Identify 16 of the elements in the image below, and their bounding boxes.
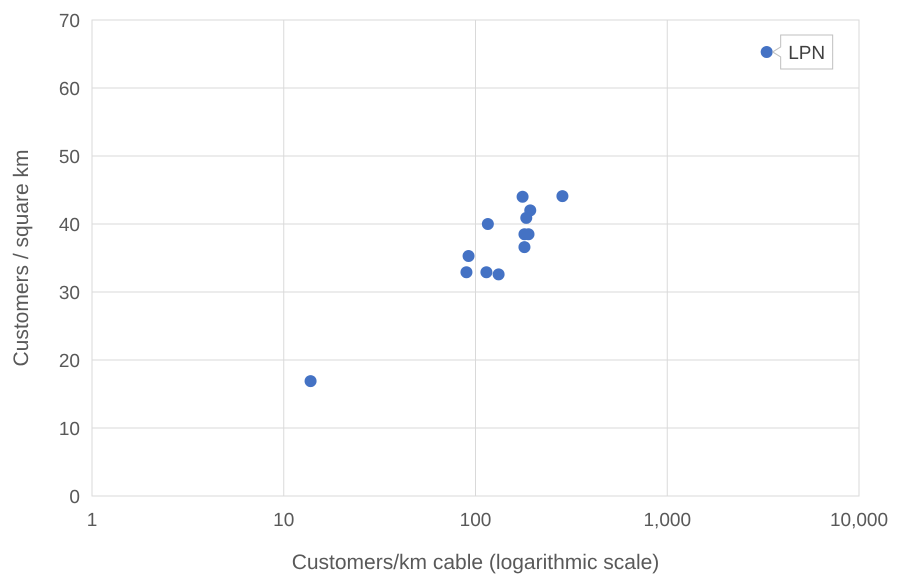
x-axis-title: Customers/km cable (logarithmic scale) — [292, 551, 660, 574]
x-tick-label: 10 — [273, 510, 294, 531]
x-tick-label: 1 — [86, 510, 98, 531]
y-tick-label: 10 — [58, 419, 80, 440]
x-tick-label: 10,000 — [830, 510, 888, 531]
y-tick-label: 60 — [58, 79, 80, 100]
y-tick-label: 30 — [58, 283, 80, 304]
y-tick-label: 70 — [58, 11, 80, 32]
x-tick-label: 1,000 — [643, 510, 692, 531]
y-axis-title: Customers / square km — [10, 149, 33, 367]
y-tick-label: 0 — [69, 487, 80, 508]
y-tick-label: 50 — [58, 147, 80, 168]
x-tick-label: 100 — [460, 510, 492, 531]
y-tick-label: 20 — [58, 351, 80, 372]
y-tick-label: 40 — [58, 215, 80, 236]
annotation: LPN — [788, 42, 826, 64]
